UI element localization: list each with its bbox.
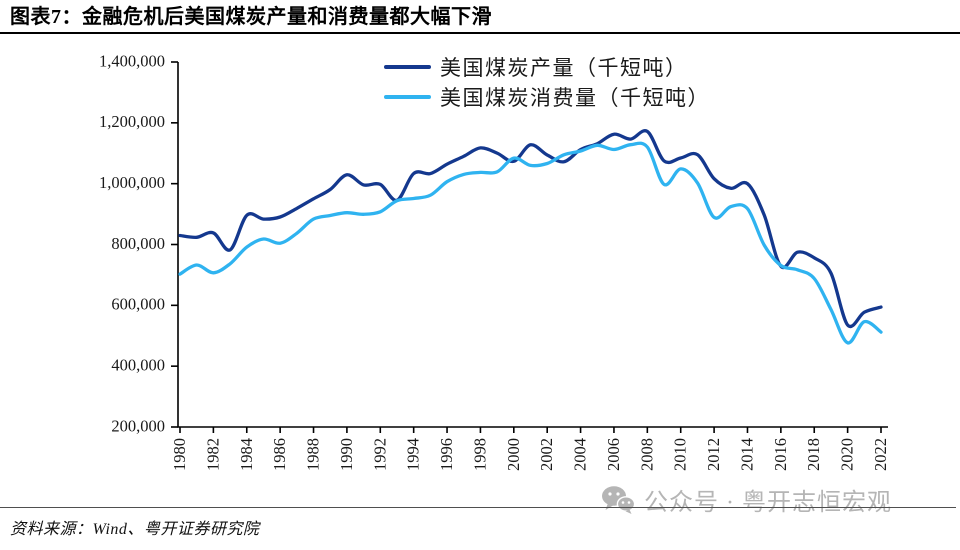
figure-title: 图表7：金融危机后美国煤炭产量和消费量都大幅下滑 xyxy=(10,6,492,28)
x-tick-label: 2022 xyxy=(871,438,890,471)
y-tick-label: 1,200,000 xyxy=(99,112,165,131)
axes xyxy=(177,62,888,428)
watermark-text: 公众号 · 粤开志恒宏观 xyxy=(644,490,892,516)
x-tick-label: 1982 xyxy=(203,438,222,471)
production-line-swatch xyxy=(384,64,431,69)
x-tick-label: 1980 xyxy=(170,438,189,471)
consumption-line-swatch xyxy=(384,94,431,99)
chart-legend: 美国煤炭产量（千短吨） 美国煤炭消费量（千短吨） xyxy=(384,52,710,111)
x-tick-label: 2014 xyxy=(737,438,756,471)
x-tick-label: 1996 xyxy=(437,438,456,471)
legend-label-consumption: 美国煤炭消费量（千短吨） xyxy=(440,85,710,110)
consumption-line xyxy=(178,141,883,345)
y-tick-label: 1,400,000 xyxy=(99,51,165,70)
y-tick-label: 1,000,000 xyxy=(99,173,165,192)
x-tick-label: 2012 xyxy=(704,438,723,471)
x-tick-label: 2010 xyxy=(671,438,690,471)
x-tick-label: 2002 xyxy=(537,438,556,471)
x-tick-label: 1986 xyxy=(270,438,289,471)
x-tick-label: 1998 xyxy=(470,438,489,471)
legend-item-production: 美国煤炭产量（千短吨） xyxy=(384,52,710,81)
x-tick-label: 1994 xyxy=(404,438,423,471)
wechat-icon xyxy=(602,486,635,514)
x-tick-label: 2018 xyxy=(804,438,823,471)
x-tick-label: 1984 xyxy=(237,438,256,471)
x-tick-label: 1988 xyxy=(304,438,323,471)
legend-item-consumption: 美国煤炭消费量（千短吨） xyxy=(384,82,710,111)
title-bar: 图表7：金融危机后美国煤炭产量和消费量都大幅下滑 xyxy=(0,0,960,34)
y-tick-label: 400,000 xyxy=(111,355,165,374)
x-tick-label: 1990 xyxy=(337,438,356,471)
x-tick-label: 2006 xyxy=(604,438,623,471)
legend-label-production: 美国煤炭产量（千短吨） xyxy=(440,55,688,80)
watermark: 公众号 · 粤开志恒宏观 xyxy=(601,482,892,517)
y-tick-label: 200,000 xyxy=(111,416,165,435)
production-line xyxy=(178,129,883,329)
y-tick-label: 800,000 xyxy=(111,234,165,253)
x-tick-label: 1992 xyxy=(370,438,389,471)
x-tick-label: 2016 xyxy=(771,438,790,471)
footer-divider xyxy=(0,507,956,508)
source-note: 资料来源：Wind、粤开证券研究院 xyxy=(10,521,260,538)
x-tick-label: 2020 xyxy=(838,438,857,471)
x-tick-label: 2000 xyxy=(504,438,523,471)
y-tick-label: 600,000 xyxy=(111,295,165,314)
x-tick-label: 2004 xyxy=(571,438,590,471)
x-tick-label: 2008 xyxy=(637,438,656,471)
